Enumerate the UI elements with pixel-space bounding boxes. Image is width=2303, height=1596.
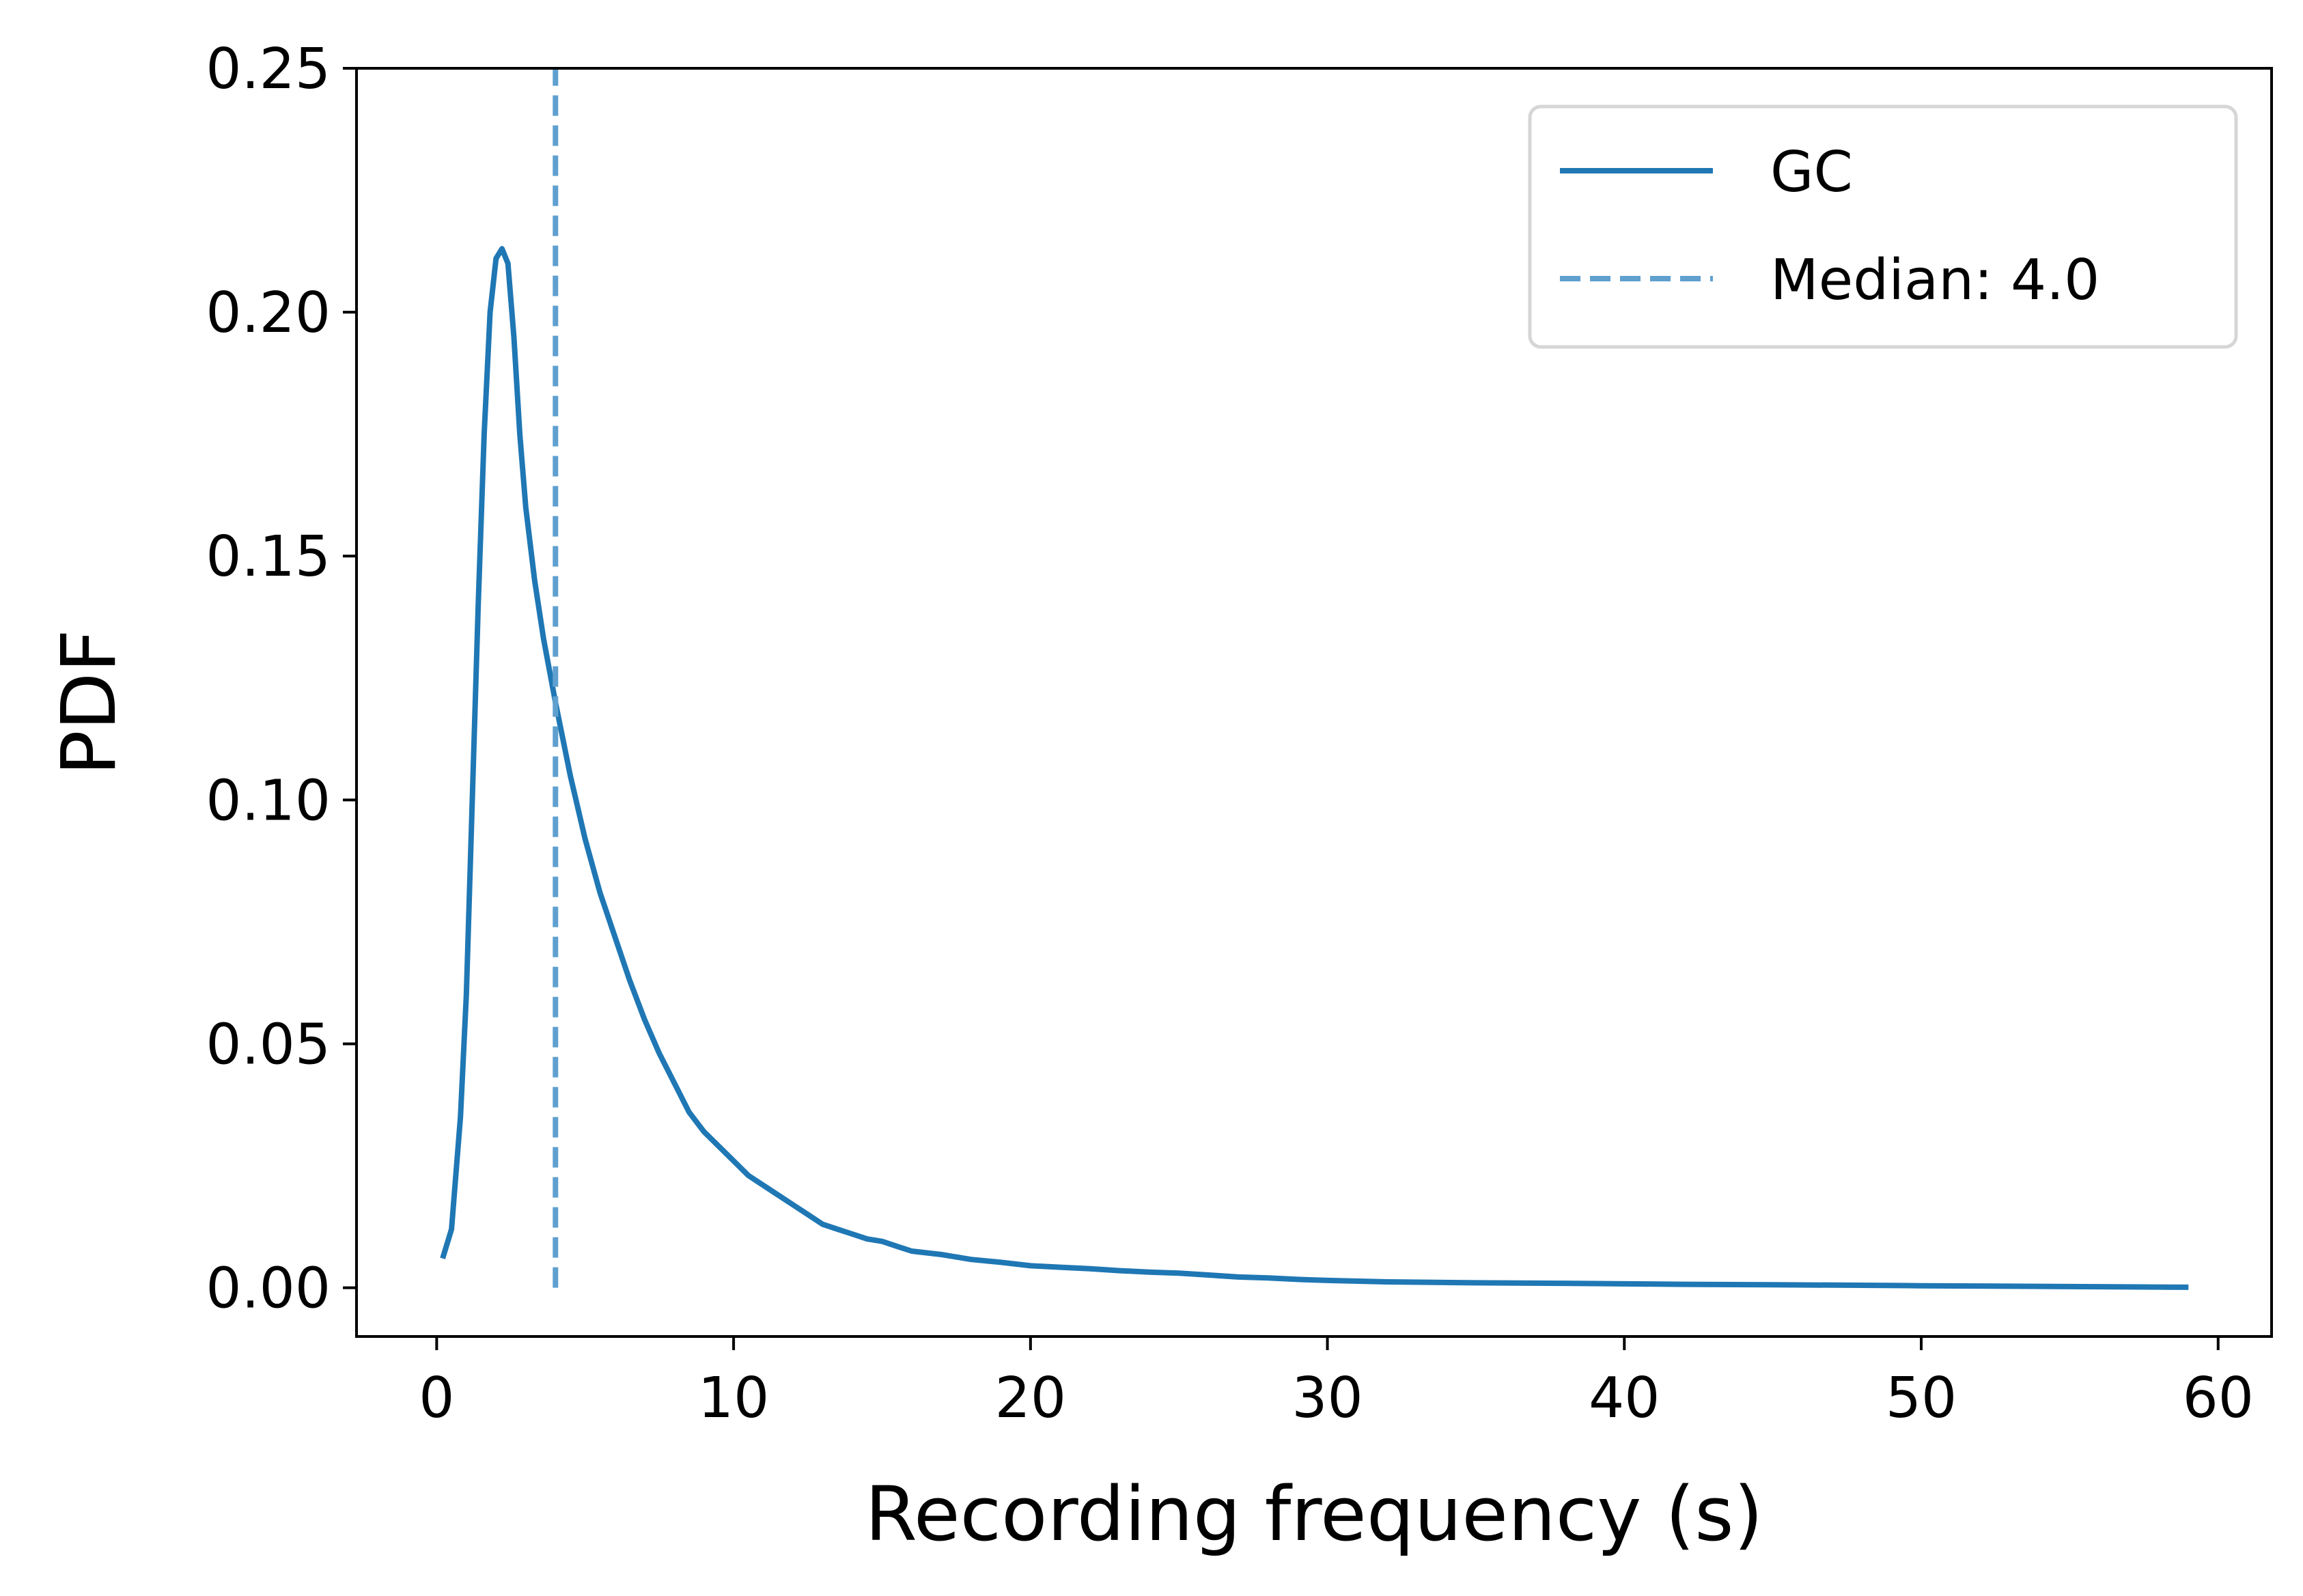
x-tick-label: 60 — [2183, 1366, 2254, 1431]
axes: 0 10 20 30 40 50 60 0.00 0.05 0.10 0.15 0.20 0.25 Rec… — [45, 37, 2273, 1558]
legend-label: GC — [1770, 140, 1853, 205]
x-axis-title: Recording frequency (s) — [865, 1470, 1763, 1558]
axes-frame — [355, 67, 2273, 1338]
legend-label: Median: 4.0 — [1770, 248, 2099, 313]
series-line-0 — [440, 246, 2189, 1290]
y-tick-label: 0.25 — [206, 37, 331, 102]
legend-box — [1528, 104, 2238, 349]
y-tick-label: 0.15 — [206, 524, 331, 589]
y-tick-label: 0.10 — [206, 768, 331, 833]
y-tick-label: 0.00 — [206, 1257, 331, 1321]
x-tick-label: 20 — [995, 1366, 1066, 1431]
y-tick-label: 0.05 — [206, 1012, 331, 1077]
x-tick-label: 30 — [1292, 1366, 1363, 1431]
x-tick-label: 0 — [419, 1366, 454, 1431]
x-tick-label: 50 — [1886, 1366, 1957, 1431]
x-tick-label: 40 — [1589, 1366, 1660, 1431]
plot-area — [440, 68, 2189, 1290]
y-tick-label: 0.20 — [206, 281, 331, 346]
legend: GC Median: 4.0 — [1528, 104, 2238, 349]
y-axis-title: PDF — [45, 629, 132, 775]
x-tick-label: 10 — [698, 1366, 769, 1431]
